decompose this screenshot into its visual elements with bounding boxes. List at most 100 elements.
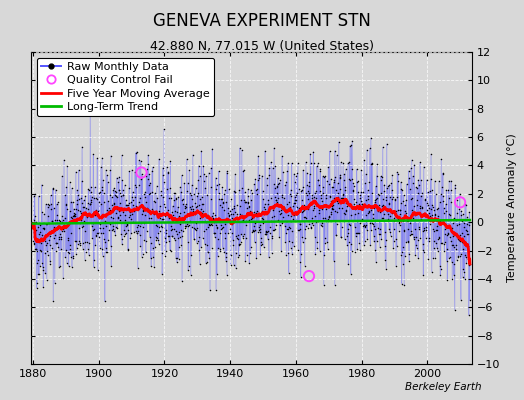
Point [48, 186, 57, 192]
Point [230, 188, 238, 194]
Point [257, 215, 266, 222]
Point [222, 258, 230, 264]
Point [140, 212, 149, 218]
Point [329, 184, 337, 190]
Point [309, 207, 317, 213]
Point [248, 229, 257, 235]
Point [304, 188, 312, 194]
Point [372, 196, 380, 202]
Point [92, 212, 101, 218]
Point [152, 235, 161, 241]
Point [119, 192, 127, 198]
Point [209, 215, 217, 222]
Point [200, 178, 208, 184]
Point [59, 275, 68, 281]
Point [373, 172, 381, 179]
Point [62, 247, 70, 253]
Point [90, 264, 98, 270]
Point [55, 264, 63, 271]
Point [175, 243, 183, 250]
Point [172, 195, 181, 202]
Point [38, 264, 47, 270]
Point [278, 205, 287, 212]
Point [448, 225, 456, 231]
Point [59, 225, 67, 232]
Point [282, 226, 291, 232]
Point [171, 190, 179, 196]
Point [117, 236, 126, 242]
Point [292, 192, 300, 198]
Point [197, 148, 205, 154]
Point [133, 148, 141, 155]
Point [312, 188, 320, 195]
Point [266, 230, 274, 236]
Point [91, 212, 99, 218]
Point [73, 197, 81, 204]
Point [211, 234, 219, 240]
Point [465, 209, 474, 216]
Point [331, 207, 340, 214]
Point [228, 237, 237, 243]
Point [390, 214, 399, 221]
Point [296, 259, 304, 266]
Point [201, 212, 209, 219]
Point [185, 222, 193, 228]
Point [73, 187, 82, 194]
Point [202, 226, 211, 232]
Point [235, 242, 243, 248]
Point [264, 201, 272, 207]
Point [144, 160, 152, 167]
Point [255, 172, 264, 178]
Point [366, 242, 375, 248]
Point [297, 274, 305, 280]
Point [122, 230, 130, 236]
Point [344, 226, 352, 232]
Point [292, 173, 300, 180]
Point [398, 186, 406, 193]
Point [276, 211, 285, 217]
Point [279, 169, 287, 175]
Point [439, 171, 447, 178]
Point [421, 235, 430, 242]
Point [449, 220, 457, 226]
Point [109, 186, 117, 193]
Point [99, 230, 107, 237]
Point [321, 240, 329, 246]
Point [166, 247, 174, 253]
Point [154, 236, 162, 243]
Point [441, 231, 449, 237]
Point [114, 186, 123, 193]
Point [398, 248, 407, 255]
Point [346, 212, 355, 218]
Point [68, 213, 77, 219]
Point [156, 203, 164, 209]
Point [132, 184, 140, 190]
Point [440, 205, 448, 211]
Point [459, 266, 467, 272]
Point [250, 181, 258, 188]
Point [161, 230, 170, 236]
Point [226, 207, 234, 214]
Point [66, 179, 74, 186]
Point [320, 282, 328, 288]
Point [193, 203, 201, 209]
Point [216, 202, 224, 208]
Point [237, 212, 246, 219]
Point [405, 174, 413, 181]
Point [208, 244, 216, 251]
Point [351, 206, 359, 212]
Point [119, 191, 127, 198]
Point [104, 210, 112, 216]
Point [462, 202, 471, 208]
Point [203, 259, 211, 265]
Point [48, 218, 57, 224]
Point [127, 216, 135, 222]
Point [230, 262, 238, 268]
Point [372, 196, 380, 203]
Point [318, 206, 326, 212]
Point [463, 228, 472, 234]
Point [118, 187, 127, 193]
Point [151, 198, 159, 205]
Point [397, 252, 406, 258]
Point [296, 220, 304, 227]
